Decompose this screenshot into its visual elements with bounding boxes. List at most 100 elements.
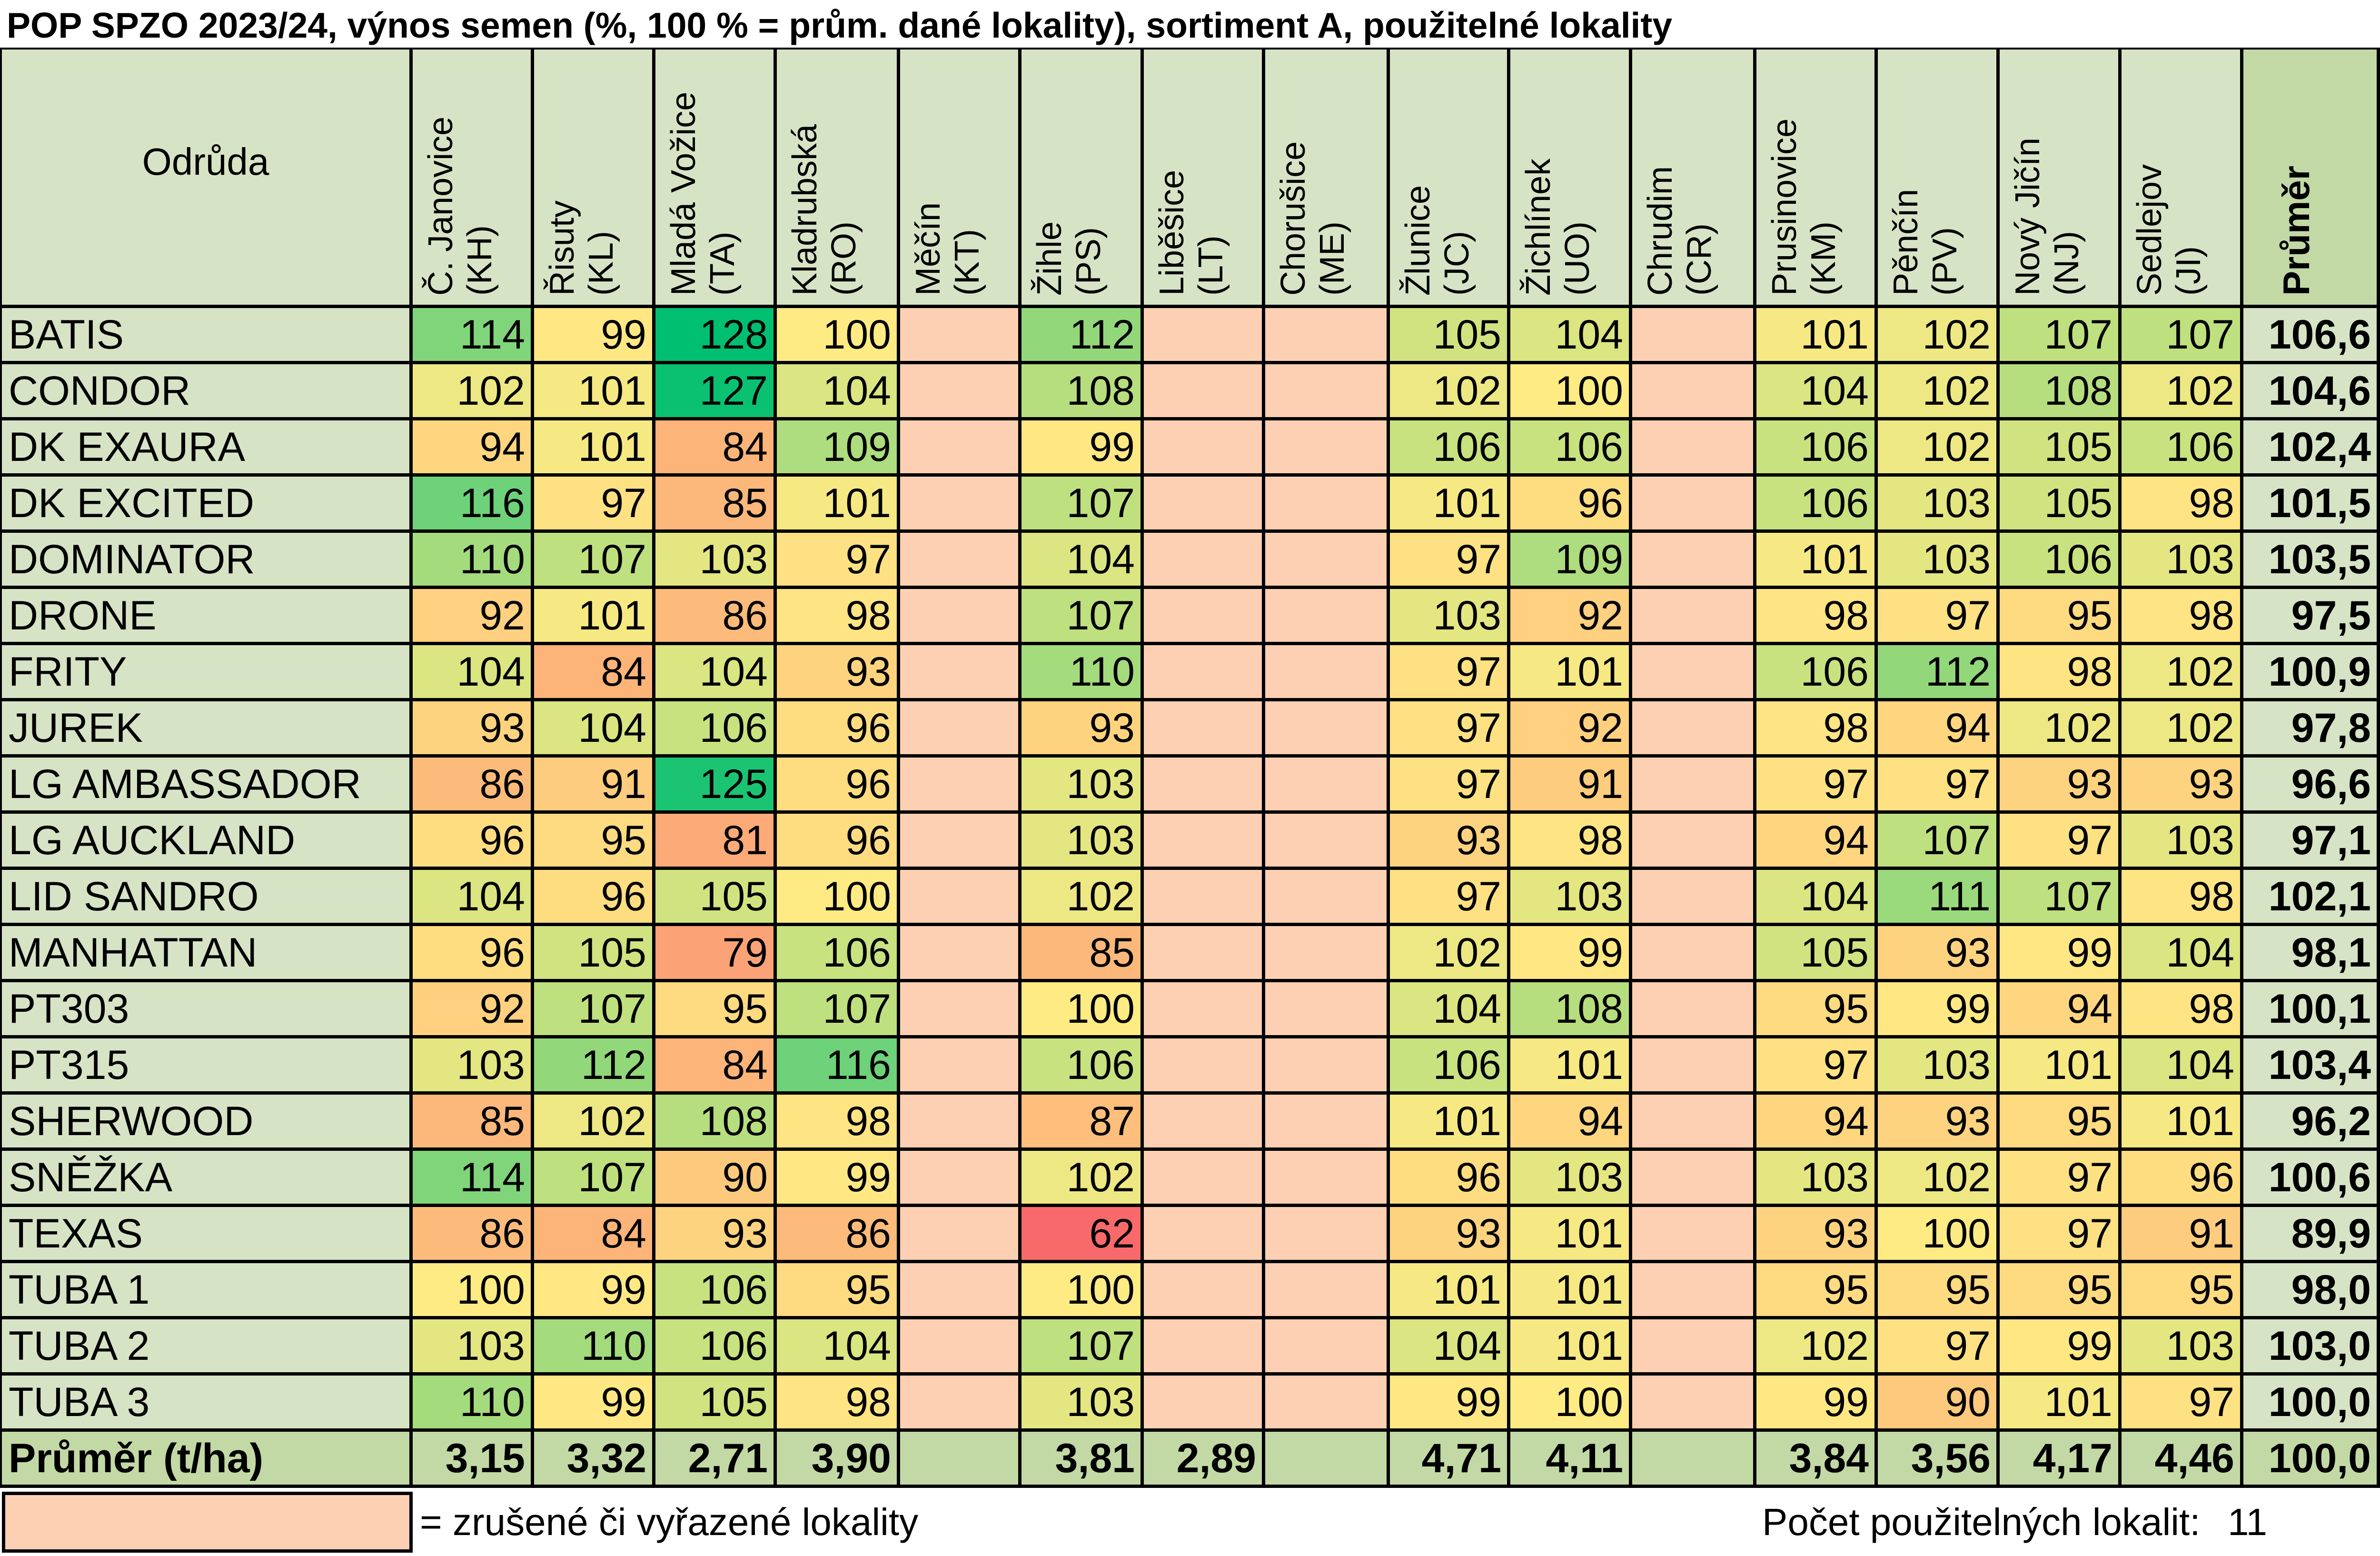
location-mean-yield: 3,15 bbox=[413, 1432, 534, 1488]
location-header: Žichlínek (UO) bbox=[1510, 50, 1632, 308]
yield-cell: 101 bbox=[1390, 1263, 1510, 1319]
usable-locations-value: 11 bbox=[2228, 1501, 2268, 1543]
location-header: Kladrubská (RO) bbox=[777, 50, 900, 308]
yield-cell: 99 bbox=[534, 1263, 655, 1319]
yield-cell bbox=[900, 1095, 1021, 1151]
yield-cell: 106 bbox=[1021, 1038, 1144, 1095]
yield-cell: 114 bbox=[413, 308, 534, 364]
yield-cell bbox=[1265, 814, 1390, 870]
yield-cell bbox=[1265, 1038, 1390, 1095]
yield-cell: 102 bbox=[1390, 926, 1510, 982]
yield-cell: 91 bbox=[534, 758, 655, 814]
legend-swatch-excluded bbox=[2, 1492, 413, 1553]
yield-cell: 96 bbox=[413, 926, 534, 982]
yield-cell bbox=[1265, 1263, 1390, 1319]
yield-cell: 101 bbox=[1510, 1263, 1632, 1319]
yield-cell: 103 bbox=[2122, 533, 2243, 589]
location-mean-yield: 4,71 bbox=[1390, 1432, 1510, 1488]
yield-cell bbox=[1632, 1095, 1756, 1151]
location-mean-yield: 3,56 bbox=[1878, 1432, 2000, 1488]
yield-cell: 99 bbox=[777, 1151, 900, 1207]
yield-cell: 103 bbox=[1021, 1376, 1144, 1432]
yield-cell: 102 bbox=[534, 1095, 655, 1151]
variety-name: PT303 bbox=[2, 982, 413, 1038]
yield-cell bbox=[1265, 645, 1390, 701]
yield-cell bbox=[1144, 364, 1265, 420]
yield-cell bbox=[1265, 701, 1390, 758]
yield-cell: 102 bbox=[1021, 870, 1144, 926]
yield-cell: 101 bbox=[1756, 308, 1878, 364]
yield-cell bbox=[1144, 870, 1265, 926]
location-mean-yield: 3,32 bbox=[534, 1432, 655, 1488]
yield-cell: 103 bbox=[413, 1319, 534, 1376]
yield-cell: 86 bbox=[413, 758, 534, 814]
yield-cell: 97 bbox=[1756, 758, 1878, 814]
yield-cell: 84 bbox=[534, 1207, 655, 1263]
mean-column-header-label: Průměr bbox=[2275, 165, 2317, 296]
location-header-label: Měčín (KT) bbox=[909, 202, 986, 296]
yield-cell: 104 bbox=[1021, 533, 1144, 589]
yield-cell bbox=[900, 1151, 1021, 1207]
location-header: Sedlejov (JI) bbox=[2122, 50, 2243, 308]
yield-cell: 98 bbox=[777, 1376, 900, 1432]
location-mean-yield: 4,46 bbox=[2122, 1432, 2243, 1488]
location-header: Pěnčín (PV) bbox=[1878, 50, 2000, 308]
yield-cell: 98 bbox=[1756, 701, 1878, 758]
yield-cell bbox=[900, 533, 1021, 589]
variety-mean: 97,8 bbox=[2243, 701, 2380, 758]
yield-cell: 104 bbox=[1756, 870, 1878, 926]
yield-cell bbox=[900, 477, 1021, 533]
yield-cell bbox=[1265, 870, 1390, 926]
yield-cell bbox=[900, 645, 1021, 701]
yield-cell: 102 bbox=[2000, 701, 2122, 758]
yield-cell: 95 bbox=[1756, 982, 1878, 1038]
yield-cell: 110 bbox=[413, 533, 534, 589]
location-header-label: Žihle (PS) bbox=[1031, 221, 1108, 296]
yield-cell: 93 bbox=[1390, 814, 1510, 870]
yield-cell: 103 bbox=[2122, 1319, 2243, 1376]
yield-cell: 91 bbox=[2122, 1207, 2243, 1263]
yield-cell: 104 bbox=[1756, 364, 1878, 420]
yield-cell bbox=[1632, 1151, 1756, 1207]
yield-cell: 103 bbox=[655, 533, 777, 589]
yield-cell bbox=[1144, 701, 1265, 758]
location-header-label: Řisuty (KL) bbox=[543, 200, 620, 296]
yield-cell bbox=[1144, 533, 1265, 589]
yield-cell: 107 bbox=[534, 533, 655, 589]
yield-cell: 128 bbox=[655, 308, 777, 364]
yield-cell bbox=[1144, 477, 1265, 533]
variety-name: DK EXAURA bbox=[2, 420, 413, 477]
yield-cell bbox=[1144, 1319, 1265, 1376]
yield-cell bbox=[1265, 758, 1390, 814]
yield-cell: 106 bbox=[2122, 420, 2243, 477]
yield-cell: 84 bbox=[655, 420, 777, 477]
variety-name: LG AUCKLAND bbox=[2, 814, 413, 870]
yield-cell: 102 bbox=[1021, 1151, 1144, 1207]
variety-mean: 97,1 bbox=[2243, 814, 2380, 870]
yield-cell: 98 bbox=[2122, 589, 2243, 645]
variety-mean: 102,4 bbox=[2243, 420, 2380, 477]
yield-cell: 102 bbox=[1878, 308, 2000, 364]
yield-cell bbox=[1144, 1263, 1265, 1319]
yield-cell: 105 bbox=[655, 1376, 777, 1432]
yield-cell: 101 bbox=[777, 477, 900, 533]
yield-cell: 107 bbox=[534, 1151, 655, 1207]
yield-cell: 110 bbox=[534, 1319, 655, 1376]
yield-cell bbox=[1632, 533, 1756, 589]
yield-cell bbox=[1632, 701, 1756, 758]
yield-cell: 112 bbox=[1021, 308, 1144, 364]
yield-cell: 99 bbox=[1756, 1376, 1878, 1432]
yield-cell bbox=[1144, 814, 1265, 870]
yield-cell: 104 bbox=[413, 870, 534, 926]
yield-cell: 93 bbox=[777, 645, 900, 701]
yield-cell: 110 bbox=[413, 1376, 534, 1432]
yield-cell: 110 bbox=[1021, 645, 1144, 701]
usable-locations-label: Počet použitelných lokalit: bbox=[1762, 1501, 2201, 1543]
yield-cell: 116 bbox=[413, 477, 534, 533]
location-mean-yield bbox=[1265, 1432, 1390, 1488]
yield-cell: 99 bbox=[2000, 926, 2122, 982]
yield-cell: 95 bbox=[655, 982, 777, 1038]
location-header-label: Nový Jičín (NJ) bbox=[2009, 137, 2086, 296]
yield-cell bbox=[1144, 1095, 1265, 1151]
yield-cell: 105 bbox=[655, 870, 777, 926]
